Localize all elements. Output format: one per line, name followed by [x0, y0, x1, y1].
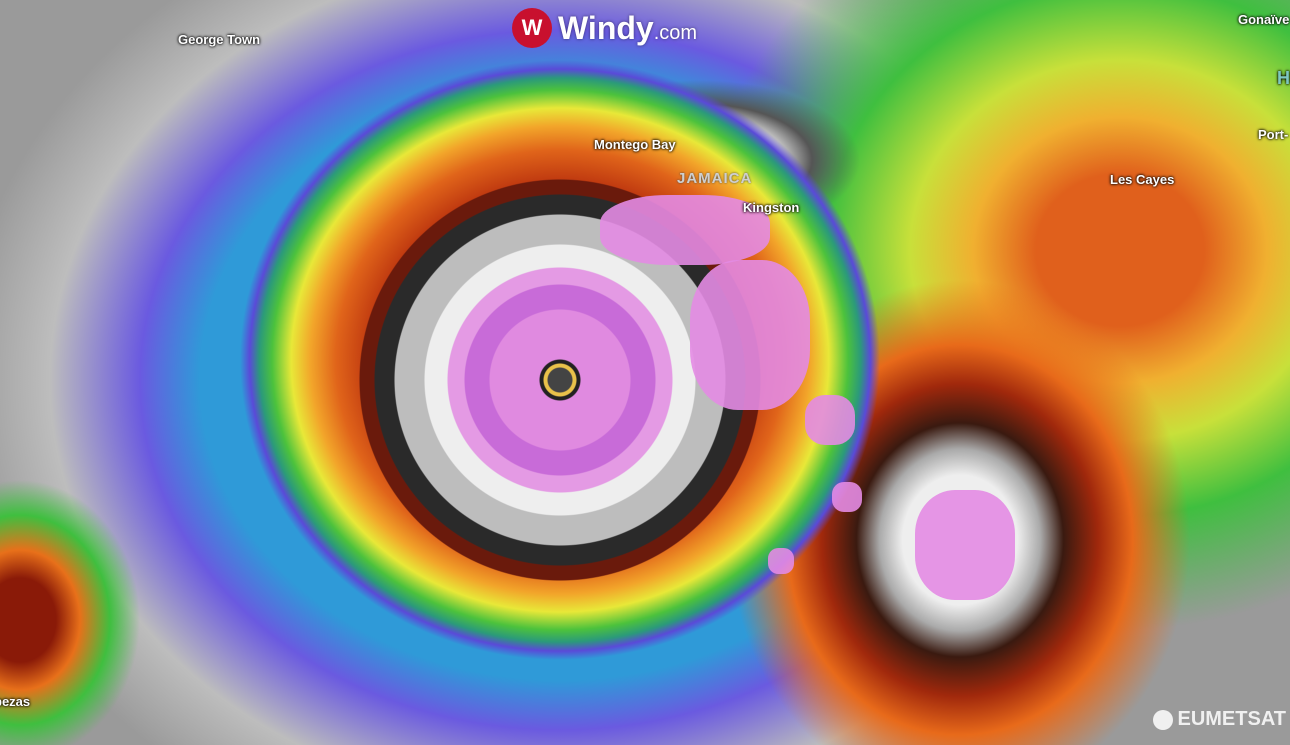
convection-cell — [915, 490, 1015, 600]
place-label-les-cayes: Les Cayes — [1110, 172, 1175, 187]
windy-logo[interactable]: W Windy.com — [512, 8, 697, 48]
eumetsat-logo-icon — [1153, 709, 1174, 730]
attribution-text: EUMETSAT — [1177, 708, 1286, 730]
logo-suffix: .com — [653, 21, 698, 44]
place-label-gonaives: Gonaïve — [1238, 12, 1290, 27]
eumetsat-attribution: EUMETSAT — [1153, 708, 1286, 731]
convection-cell — [690, 260, 810, 410]
country-label-haiti: H — [1277, 68, 1290, 88]
place-label-kingston: Kingston — [743, 200, 800, 215]
place-label-montego-bay: Montego Bay — [594, 137, 676, 152]
country-label-jamaica: JAMAICA — [677, 170, 753, 187]
place-label-port-au-prince: Port- — [1258, 127, 1289, 142]
convection-cell — [805, 395, 855, 445]
convection-cell — [600, 195, 770, 265]
place-label-george-town: George Town — [178, 32, 261, 47]
convection-cell — [832, 482, 862, 512]
windy-logo-icon: W — [512, 8, 552, 48]
place-label-cabezas: bezas — [0, 694, 31, 709]
convection-cell — [768, 548, 794, 574]
logo-text: Windy — [558, 9, 654, 46]
